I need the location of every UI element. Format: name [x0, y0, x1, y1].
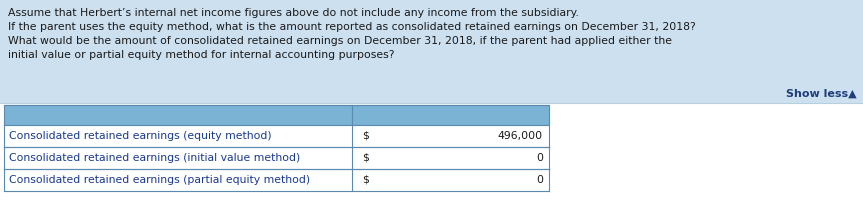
Text: Consolidated retained earnings (equity method): Consolidated retained earnings (equity m… [9, 131, 272, 141]
Bar [0, 0, 863, 103]
Text: $: $ [362, 153, 369, 163]
Text: Consolidated retained earnings (initial value method): Consolidated retained earnings (initial … [9, 153, 300, 163]
Text: 496,000: 496,000 [498, 131, 543, 141]
Text: 0: 0 [536, 175, 543, 185]
Bar [4, 147, 549, 169]
Bar [4, 169, 549, 191]
Text: initial value or partial equity method for internal accounting purposes?: initial value or partial equity method f… [8, 50, 394, 60]
Text: $: $ [362, 175, 369, 185]
Text: $: $ [362, 131, 369, 141]
Text: What would be the amount of consolidated retained earnings on December 31, 2018,: What would be the amount of consolidated… [8, 36, 672, 46]
Bar [4, 105, 549, 125]
Text: Consolidated retained earnings (partial equity method): Consolidated retained earnings (partial … [9, 175, 310, 185]
Text: 0: 0 [536, 153, 543, 163]
Text: Assume that Herbert’s internal net income figures above do not include any incom: Assume that Herbert’s internal net incom… [8, 8, 579, 18]
Bar [4, 125, 549, 147]
Text: Show less▲: Show less▲ [786, 89, 857, 99]
Text: If the parent uses the equity method, what is the amount reported as consolidate: If the parent uses the equity method, wh… [8, 22, 696, 32]
